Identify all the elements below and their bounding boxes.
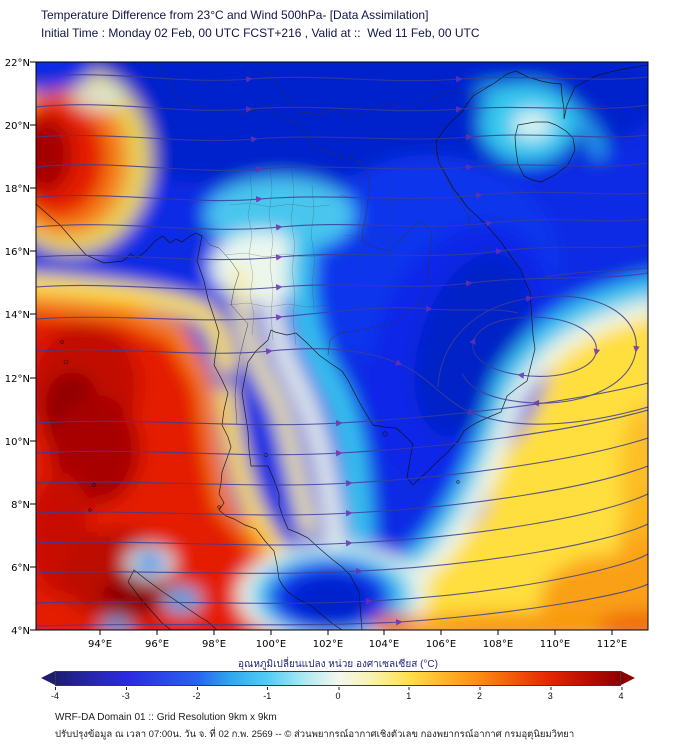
lon-tick-label: 96°E <box>145 639 169 650</box>
lon-tick-label: 106°E <box>426 639 456 650</box>
lon-tick-label: 100°E <box>256 639 286 650</box>
lat-tick-label: 22°N <box>5 58 30 69</box>
lat-tick-label: 14°N <box>5 310 30 321</box>
colorbar-tick-label: 3 <box>547 687 553 701</box>
colorbar-tick-label: 1 <box>406 687 412 701</box>
lat-axis: 22°N 20°N 18°N 16°N 14°N 12°N 10°N 8°N 6… <box>5 58 30 637</box>
lon-ticks <box>99 630 613 635</box>
colorbar-tick-label: -4 <box>50 687 60 701</box>
lat-tick-label: 20°N <box>5 121 30 132</box>
colorbar-tick-label: 2 <box>476 687 483 701</box>
streamlines <box>36 74 648 627</box>
colorbar-tick-label: 4 <box>618 687 624 701</box>
lat-tick-label: 4°N <box>11 626 30 637</box>
footer-update-info: ปรับปรุงข้อมูล ณ เวลา 07:00น. วัน จ. ที่… <box>55 729 575 740</box>
lon-tick-label: 94°E <box>88 639 112 650</box>
lon-tick-label: 98°E <box>202 639 226 650</box>
lat-ticks <box>30 61 36 631</box>
lon-tick-label: 108°E <box>483 639 513 650</box>
lon-tick-label: 104°E <box>369 639 399 650</box>
colorbar-ticks: -4 -3 -2 -1 0 1 2 3 4 <box>51 687 624 702</box>
colorbar-tick-label: -1 <box>263 687 272 701</box>
lon-tick-label: 110°E <box>540 639 570 650</box>
islands <box>60 340 460 512</box>
colorbar-tick-label: 0 <box>335 687 341 701</box>
lat-tick-label: 18°N <box>5 184 30 195</box>
temperature-field <box>36 62 648 630</box>
colorbar-right-arrow <box>621 671 635 685</box>
lat-tick-label: 12°N <box>5 374 30 385</box>
footer-domain-info: WRF-DA Domain 01 :: Grid Resolution 9km … <box>55 712 277 723</box>
lon-tick-label: 112°E <box>597 639 627 650</box>
lon-tick-label: 102°E <box>313 639 343 650</box>
colorbar-left-arrow <box>41 671 55 685</box>
figure-title: Temperature Difference from 23°C and Win… <box>41 8 429 22</box>
colorbar-gradient <box>55 671 621 686</box>
colorbar-tick-label: -2 <box>192 687 201 701</box>
map-frame <box>35 61 649 631</box>
lat-tick-label: 10°N <box>5 437 30 448</box>
colorbar <box>41 671 635 686</box>
colorbar-title: อุณหภูมิเปลี่ยนแปลง หน่วย องศาเซลเซียส (… <box>238 659 438 670</box>
figure-subtitle: Initial Time : Monday 02 Feb, 00 UTC FCS… <box>41 26 480 40</box>
lat-tick-label: 8°N <box>11 500 30 511</box>
lon-axis: 94°E 96°E 98°E 100°E 102°E 104°E 106°E 1… <box>88 639 627 650</box>
map-plot: 22°N 20°N 18°N 16°N 14°N 12°N 10°N 8°N 6… <box>5 58 649 650</box>
coastlines <box>36 64 648 630</box>
lat-tick-label: 6°N <box>11 563 30 574</box>
lat-tick-label: 16°N <box>5 247 30 258</box>
colorbar-tick-label: -3 <box>121 687 130 701</box>
